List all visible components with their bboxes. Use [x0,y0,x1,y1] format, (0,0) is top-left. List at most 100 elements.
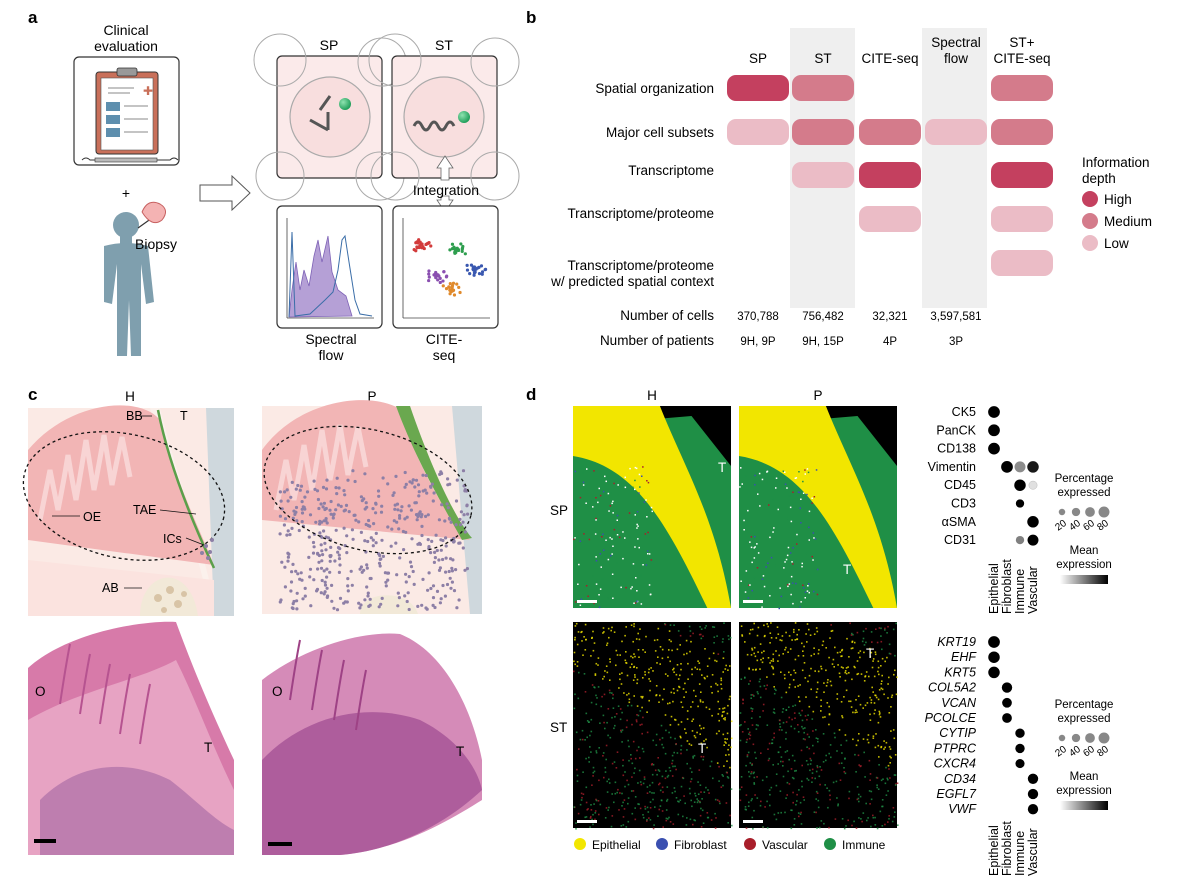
spot-pixel [770,660,773,662]
spot-pixel [876,641,879,644]
spot-pixel [813,752,815,755]
immune-cell-dot [426,513,430,517]
spot-pixel [660,724,663,727]
spot-pixel [782,721,785,724]
spot-pixel [634,655,636,658]
immune-cell-dot [319,543,323,547]
spot-pixel [671,759,674,762]
immune-cell-dot [358,606,362,610]
cell-pixel [634,546,636,548]
cell-pixel [639,486,641,488]
spot-pixel [614,792,617,795]
spot-pixel [865,802,867,805]
immune-cell-dot [337,486,341,490]
spot-pixel [661,657,664,660]
immune-cell-dot [300,507,304,511]
cell-pixel [651,510,653,513]
immune-cell-dot [325,478,329,482]
cell-pixel [609,505,612,507]
spot-pixel [682,815,684,818]
expression-dot [1027,773,1039,784]
immune-cell-dot [337,557,342,561]
spot-pixel [680,749,682,751]
immune-cell-dot [285,488,289,492]
cell-pixel [774,564,776,567]
spot-pixel [888,815,890,817]
immune-cell-dot [319,502,323,506]
spot-pixel [639,781,642,783]
spot-pixel [680,744,683,747]
spot-pixel [748,737,751,740]
cell-pixel [573,538,575,541]
umap-point [442,270,446,274]
spot-pixel [832,781,835,784]
spot-pixel [628,698,631,701]
spot-pixel [589,734,591,737]
spot-pixel [773,692,776,695]
spot-pixel [616,751,619,753]
cell-pixel [634,602,637,604]
panel-letter-d: d [526,385,536,404]
spot-pixel [607,734,609,737]
spot-pixel [780,756,783,758]
spot-pixel [721,715,723,718]
cell-pixel [631,586,633,588]
spot-pixel [602,632,604,634]
spot-pixel [759,804,762,807]
spot-pixel [596,697,598,699]
cell-pixel [802,584,804,586]
scale-bar [268,842,292,846]
spot-pixel [622,764,624,767]
spot-pixel [862,812,865,814]
spot-pixel [683,653,685,656]
immune-cell-dot [435,548,439,553]
spot-pixel [785,709,788,711]
immune-cell-dot [311,551,316,555]
spot-pixel [691,701,694,703]
spot-pixel [637,714,640,717]
immune-cell-dot [290,570,294,574]
spot-pixel [665,809,668,811]
spot-pixel [818,649,820,651]
spot-pixel [666,786,669,788]
spot-pixel [724,717,726,719]
spot-pixel [874,824,877,826]
expression-dot [988,406,1000,418]
cell-pixel [579,496,582,499]
spot-pixel [759,716,761,718]
spot-pixel [839,676,841,678]
spot-pixel [729,695,731,698]
spot-pixel [699,801,701,804]
spot-pixel [814,777,816,780]
spot-pixel [594,812,597,814]
immune-cell-dot [353,513,357,517]
spot-pixel [813,653,815,655]
cell-pixel [586,502,589,505]
spot-pixel [595,662,598,665]
spot-pixel [784,677,786,680]
spot-pixel [817,740,819,743]
spot-pixel [704,627,706,629]
spot-pixel [665,819,668,822]
spot-pixel [727,748,729,751]
spot-pixel [869,773,872,775]
spot-pixel [615,649,618,652]
cell-pixel [784,561,786,563]
spot-pixel [605,665,608,667]
column-header-spectral-flow-line1: Spectral [931,35,981,50]
spot-pixel [794,672,797,674]
spot-pixel [793,818,796,820]
immune-cell-dot [392,491,396,495]
spot-pixel [746,738,748,741]
spot-pixel [597,686,600,688]
spot-pixel [807,714,809,716]
size-legend-dot [1085,507,1095,517]
cell-pixel [749,541,751,543]
sp-cell-diagram [253,33,407,201]
spot-pixel [603,631,605,633]
immune-cell-dot [325,575,329,579]
spot-pixel [673,671,675,673]
spot-pixel [772,667,774,670]
spot-pixel [895,622,897,625]
spot-pixel [877,670,879,673]
